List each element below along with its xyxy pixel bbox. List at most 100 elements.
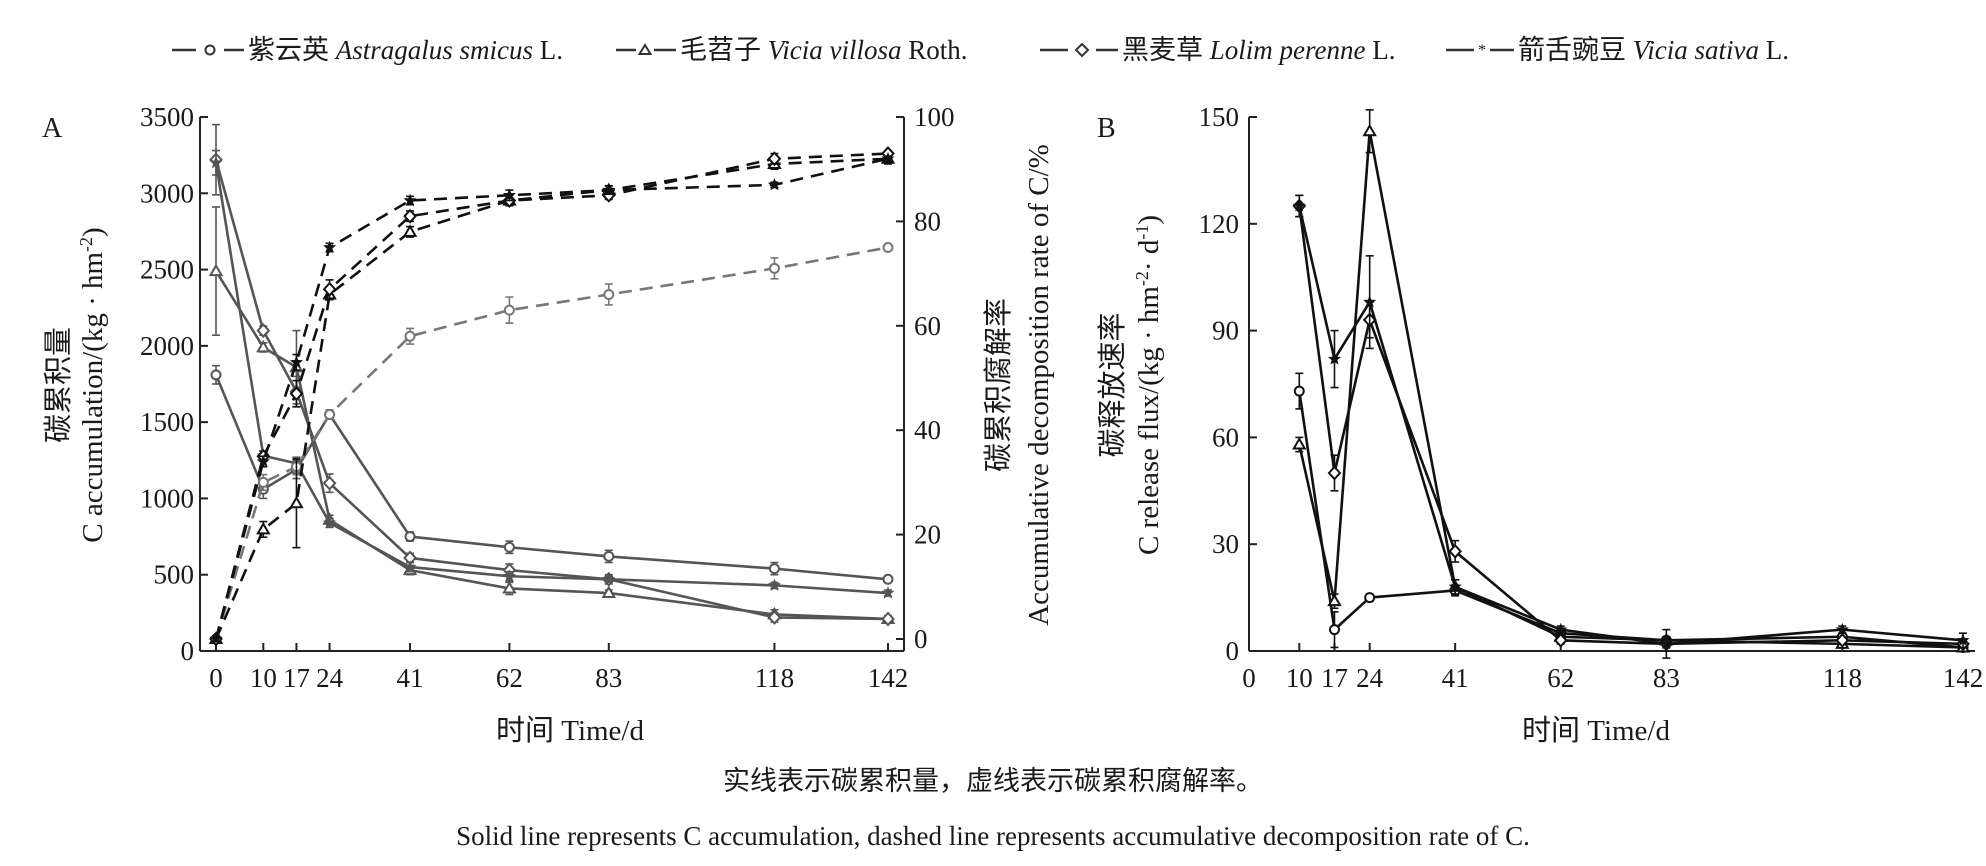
flux-series-lolim-point xyxy=(1327,465,1342,481)
flux-series-vicia-point xyxy=(1327,352,1342,365)
panel-b-y-tick-label: 150 xyxy=(1199,102,1240,132)
panel-b-x-tick-label: 17 xyxy=(1321,663,1348,693)
panel-a-y-tick-label: 2000 xyxy=(140,331,194,361)
panel-b-x-label: 时间 Time/d xyxy=(1522,714,1670,747)
flux-series-astragalus-line xyxy=(1297,390,1964,649)
caption-en: Solid line represents C accumulation, da… xyxy=(456,821,1530,851)
panel-a-y-axis: 0 500 1000 1500 2000 2500 3000 3500 xyxy=(140,102,208,666)
accumulation-series-vicia-point xyxy=(403,560,417,573)
decomposition-series-lolim-point xyxy=(403,208,417,224)
decomposition-series-astragalus-point xyxy=(404,330,416,342)
flux-series-astragalus-point xyxy=(1293,385,1305,397)
flux-series-lolim-point xyxy=(1448,543,1463,559)
panel-b-y-tick-label: 30 xyxy=(1212,529,1239,559)
panel-b-x-axis: 0 10 17 24 41 62 83 118 142 xyxy=(1242,643,1983,693)
legend-item-vicia-sativa: * 箭舌豌豆 Vicia sativa L. xyxy=(1446,35,1789,65)
flux-series-vicia-point xyxy=(1956,633,1970,646)
decomposition-series-vicia-point xyxy=(767,178,781,191)
flux-series-vicia xyxy=(1292,194,1970,659)
panel-a-y-tick-label: 1000 xyxy=(140,483,194,513)
decomposition-series-astragalus-point xyxy=(324,409,336,421)
accumulation-series-vicia-point xyxy=(323,515,337,529)
legend: 紫云英 Astragalus smicus L. 毛苕子 Vicia villo… xyxy=(172,35,1789,65)
panel-a-y2-label-en: Accumulative decomposition rate of C/% xyxy=(1023,144,1055,626)
decomposition-series-vicia-point xyxy=(323,240,337,254)
panel-b-marks xyxy=(1292,109,1971,659)
decomposition-series-astragalus-line xyxy=(214,246,889,640)
flux-series-astragalus xyxy=(1293,372,1969,653)
panel-b-x-tick-label: 41 xyxy=(1442,663,1469,693)
accumulation-series-astragalus-line xyxy=(214,374,889,581)
panel-b-y-tick-label: 60 xyxy=(1212,422,1239,452)
legend-label-vicia-villosa: 毛苕子 Vicia villosa Roth. xyxy=(680,35,968,65)
panel-b-x-tick-label: 10 xyxy=(1286,663,1313,693)
panel-b-label: B xyxy=(1097,113,1116,144)
panel-a-marks xyxy=(208,123,896,647)
panel-a-y-tick-label: 3000 xyxy=(140,178,194,208)
legend-marker-diamond xyxy=(1074,42,1090,58)
accumulation-series-vicia-line xyxy=(214,162,889,595)
accumulation-series-astragalus-point xyxy=(603,550,615,562)
flux-series-vicia-point xyxy=(1292,437,1307,450)
panel-a-x-label: 时间 Time/d xyxy=(496,714,644,747)
legend-item-vicia-villosa: 毛苕子 Vicia villosa Roth. xyxy=(616,35,968,65)
decomposition-series-vicia-point xyxy=(402,224,418,237)
accumulation-series-lolim-point xyxy=(256,323,271,339)
decomposition-series-vicia-line xyxy=(214,157,889,640)
accumulation-series-vicia-point xyxy=(208,263,224,277)
accumulation-series-lolim-point xyxy=(322,475,337,491)
decomposition-series-astragalus-point xyxy=(257,476,269,488)
flux-series-astragalus-point xyxy=(1364,592,1376,604)
accumulation-series-vicia-point xyxy=(502,580,517,594)
panel-b-y-axis: 0 30 60 90 120 150 xyxy=(1199,102,1257,666)
legend-label-astragalus: 紫云英 Astragalus smicus L. xyxy=(248,35,563,65)
panel-b-x-tick-label: 83 xyxy=(1653,663,1680,693)
accumulation-series-vicia xyxy=(209,149,895,599)
panel-a-y2-tick-label: 40 xyxy=(914,415,941,445)
accumulation-series-astragalus-point xyxy=(768,563,780,575)
legend-label-vicia-sativa: 箭舌豌豆 Vicia sativa L. xyxy=(1518,35,1789,65)
flux-series-lolim-point xyxy=(1835,632,1850,648)
panel-a-y2-tick-label: 20 xyxy=(914,520,941,550)
panel-a-y2-label-cn: 碳累积腐解率 xyxy=(982,298,1015,472)
legend-marker-circle xyxy=(204,44,216,56)
panel-a-y2-tick-label: 80 xyxy=(914,206,941,236)
accumulation-series-astragalus-point xyxy=(210,369,222,381)
flux-series-vicia-line xyxy=(1298,129,1964,649)
panel-b: B 0 10 17 24 41 62 83 118 142 0 30 60 90 120 150 时间 T… xyxy=(1096,102,1983,747)
legend-marker-triangle xyxy=(637,43,653,55)
legend-label-lolim: 黑麦草 Lolim perenne L. xyxy=(1122,35,1395,65)
accumulation-series-lolim-point xyxy=(767,609,782,625)
caption-cn: 实线表示碳累积量，虚线表示碳累积腐解率。 xyxy=(723,766,1263,796)
panel-a-y-tick-label: 500 xyxy=(154,560,195,590)
accumulation-series-vicia-point xyxy=(601,585,617,599)
panel-a-y-label-en: C accumulation/(kg · hm-2) xyxy=(76,227,109,542)
panel-a-x-tick-label: 118 xyxy=(755,663,795,693)
decomposition-series-vicia-point xyxy=(502,188,516,201)
decomposition-series-lolim-point xyxy=(322,281,337,297)
accumulation-series-lolim-point xyxy=(881,611,895,627)
panel-a-x-tick-label: 142 xyxy=(868,663,909,693)
flux-series-vicia-point xyxy=(1448,580,1462,593)
panel-b-y-tick-label: 0 xyxy=(1226,636,1240,666)
flux-series-astragalus-point xyxy=(1328,624,1340,636)
panel-a-y2-tick-label: 0 xyxy=(914,624,928,654)
panel-a-x-tick-label: 41 xyxy=(397,663,424,693)
panel-a-y-tick-label: 0 xyxy=(181,636,195,666)
panel-a-y2-tick-label: 100 xyxy=(914,102,955,132)
panel-b-y-tick-label: 90 xyxy=(1212,316,1239,346)
flux-series-lolim-line xyxy=(1297,205,1964,646)
panel-b-y-label-cn: 碳释放速率 xyxy=(1096,312,1129,457)
panel-a-x-tick-label: 10 xyxy=(250,663,277,693)
decomposition-series-astragalus-point xyxy=(768,262,780,274)
panel-b-y-label-en: C release flux/(kg · hm-2· d-1) xyxy=(1132,215,1165,555)
accumulation-series-vicia-point xyxy=(502,569,516,582)
legend-marker-star: * xyxy=(1478,42,1486,59)
panel-b-y-tick-label: 120 xyxy=(1199,209,1240,239)
panel-a-x-tick-label: 62 xyxy=(496,663,523,693)
flux-series-vicia-point xyxy=(1292,199,1306,212)
decomposition-series-astragalus-point xyxy=(503,304,515,316)
panel-a-y-label-cn: 碳累积量 xyxy=(42,327,75,443)
panel-a-y-tick-label: 1500 xyxy=(140,407,194,437)
decomposition-series-vicia-line xyxy=(214,157,889,640)
